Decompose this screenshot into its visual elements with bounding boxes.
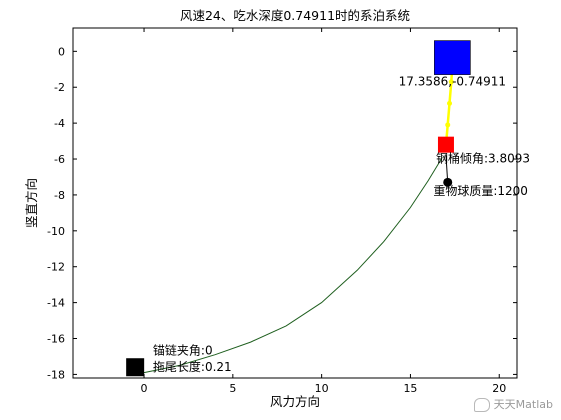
y-tick-label: -8 xyxy=(54,189,65,202)
x-tick-label: 10 xyxy=(315,382,329,395)
steel-barrel-marker xyxy=(437,136,454,153)
annotation-label: 17.3586,-0.74911 xyxy=(399,74,506,88)
y-axis-label: 竖直方向 xyxy=(24,178,39,228)
pipe-joint-point xyxy=(448,79,454,85)
buoy-marker xyxy=(434,40,471,75)
anchor-marker xyxy=(126,358,145,377)
x-tick-label: 5 xyxy=(229,382,236,395)
wechat-icon xyxy=(473,398,490,412)
watermark-text: 天天Matlab xyxy=(493,398,553,411)
annotation-label: 重物球质量:1200 xyxy=(433,184,528,198)
annotation-label: 锚链夹角:0 xyxy=(153,343,213,358)
y-tick-label: -14 xyxy=(47,297,65,310)
y-tick-label: 0 xyxy=(58,45,65,58)
series-line-catenary xyxy=(143,156,443,374)
y-tick-label: -18 xyxy=(47,368,65,381)
y-tick-label: -2 xyxy=(54,81,65,94)
y-tick-label: -6 xyxy=(54,153,65,166)
heavy-ball-marker xyxy=(443,177,453,187)
y-tick-label: -12 xyxy=(47,261,65,274)
x-tick-label: 0 xyxy=(141,382,148,395)
axis-ticks: 0 5 10 15 20 0 -2 -4 -6 -8 -10 -12 -14 -16 -18 xyxy=(47,28,517,395)
watermark: 天天Matlab xyxy=(473,396,553,412)
chart-title: 风速24、吃水深度0.74911时的系泊系统 xyxy=(180,8,410,23)
pipe-joint-point xyxy=(445,122,451,128)
x-tick-label: 15 xyxy=(403,382,417,395)
y-tick-label: -4 xyxy=(54,117,65,130)
pipe-joint-point xyxy=(447,100,453,106)
x-axis-label: 风力方向 xyxy=(270,394,320,409)
annotation-label: 钢桶倾角:3.8093 xyxy=(436,151,530,166)
x-tick-label: 20 xyxy=(492,382,506,395)
annotations: 17.3586,-0.74911 钢桶倾角:3.8093 重物球质量:1200 锚链夹… xyxy=(153,74,530,373)
annotation-label: 拖尾长度:0.21 xyxy=(153,359,232,374)
markers xyxy=(126,40,471,377)
y-tick-label: -10 xyxy=(47,225,65,238)
y-tick-label: -16 xyxy=(47,333,65,346)
